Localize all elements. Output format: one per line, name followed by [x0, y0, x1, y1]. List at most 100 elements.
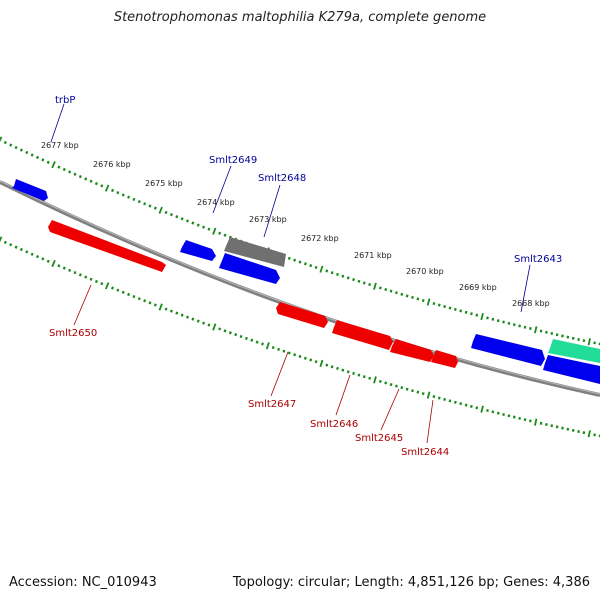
major-tick	[480, 405, 484, 413]
minor-tick	[577, 430, 580, 434]
minor-tick	[57, 264, 61, 268]
scale-label: 2674 kbp	[197, 198, 235, 207]
minor-tick	[421, 392, 425, 396]
minor-tick	[336, 366, 339, 371]
gene-label: trbP	[55, 95, 75, 106]
minor-tick	[287, 256, 291, 260]
minor-tick	[539, 421, 543, 425]
minor-tick	[223, 233, 227, 237]
minor-tick	[46, 259, 50, 263]
minor-tick	[496, 319, 500, 323]
minor-tick	[180, 313, 184, 317]
minor-tick	[25, 150, 29, 155]
major-tick	[319, 359, 324, 368]
minor-tick	[3, 140, 7, 145]
minor-tick	[293, 258, 297, 262]
major-tick	[51, 161, 56, 169]
gene-arrow-reverse	[276, 302, 328, 328]
minor-tick	[143, 202, 147, 206]
minor-tick	[9, 143, 13, 147]
minor-tick	[555, 425, 559, 429]
minor-tick	[443, 304, 447, 309]
major-tick	[265, 342, 270, 350]
gene-arrow-forward	[180, 240, 216, 261]
scale-label: 2677 kbp	[41, 141, 79, 150]
minor-tick	[25, 250, 29, 254]
minor-tick	[395, 291, 398, 295]
minor-tick	[303, 356, 307, 360]
minor-tick	[14, 145, 18, 150]
genome-backbone	[0, 180, 600, 397]
minor-tick	[470, 404, 473, 408]
minor-tick	[250, 338, 254, 342]
minor-tick	[228, 331, 232, 335]
minor-tick	[357, 279, 361, 283]
minor-tick	[14, 245, 18, 249]
minor-tick	[218, 231, 222, 235]
minor-tick	[346, 276, 350, 280]
minor-tick	[116, 191, 120, 195]
minor-tick	[110, 286, 115, 290]
minor-tick	[202, 321, 206, 325]
minor-tick	[94, 181, 98, 186]
scale-label: 2671 kbp	[354, 251, 392, 260]
minor-tick	[437, 303, 441, 307]
minor-tick	[400, 386, 404, 390]
map-title: Stenotrophomonas maltophilia K279a, comp…	[113, 10, 487, 25]
minor-tick	[121, 290, 125, 294]
minor-tick	[496, 411, 500, 415]
topology-summary: Topology: circular; Length: 4,851,126 bp…	[232, 575, 590, 590]
minor-tick	[153, 206, 157, 210]
minor-tick	[41, 158, 45, 162]
minor-tick	[180, 217, 184, 221]
minor-tick	[518, 416, 522, 420]
minor-tick	[255, 340, 259, 344]
minor-tick	[555, 333, 559, 337]
minor-tick	[421, 298, 425, 303]
minor-tick	[416, 297, 420, 301]
major-tick	[534, 326, 538, 334]
minor-tick	[41, 257, 45, 261]
minor-tick	[491, 317, 495, 321]
minor-tick	[341, 368, 345, 372]
minor-tick	[127, 292, 131, 297]
minor-tick	[593, 433, 596, 437]
minor-tick	[234, 333, 238, 337]
gene-arrow-reverse	[390, 339, 434, 362]
scale-label: 2669 kbp	[459, 283, 497, 292]
minor-tick	[116, 288, 120, 292]
minor-tick	[384, 381, 388, 385]
minor-tick	[282, 349, 286, 353]
outer-tick-ring	[0, 136, 600, 346]
major-tick	[587, 430, 591, 438]
minor-tick	[191, 317, 195, 321]
major-tick	[158, 303, 163, 311]
minor-tick	[287, 351, 291, 355]
minor-tick	[453, 400, 457, 404]
minor-tick	[346, 370, 350, 374]
gene-arrow-forward	[12, 179, 48, 201]
minor-tick	[523, 325, 527, 329]
minor-tick	[271, 346, 275, 350]
minor-tick	[100, 282, 104, 286]
minor-tick	[169, 309, 173, 313]
minor-tick	[523, 418, 527, 422]
minor-tick	[68, 170, 72, 174]
major-tick	[534, 418, 538, 426]
minor-tick	[57, 165, 61, 169]
minor-tick	[443, 397, 447, 401]
minor-tick	[336, 272, 339, 277]
minor-tick	[416, 390, 420, 394]
major-tick	[0, 236, 3, 243]
minor-tick	[518, 324, 522, 328]
major-tick	[587, 338, 591, 346]
major-tick	[373, 282, 377, 290]
minor-tick	[475, 406, 479, 410]
minor-tick	[314, 265, 318, 269]
minor-tick	[218, 327, 222, 331]
minor-tick	[207, 323, 211, 327]
minor-tick	[153, 303, 157, 307]
minor-tick	[486, 316, 489, 320]
minor-tick	[405, 294, 409, 298]
gene-label: Smlt2648	[258, 173, 306, 184]
